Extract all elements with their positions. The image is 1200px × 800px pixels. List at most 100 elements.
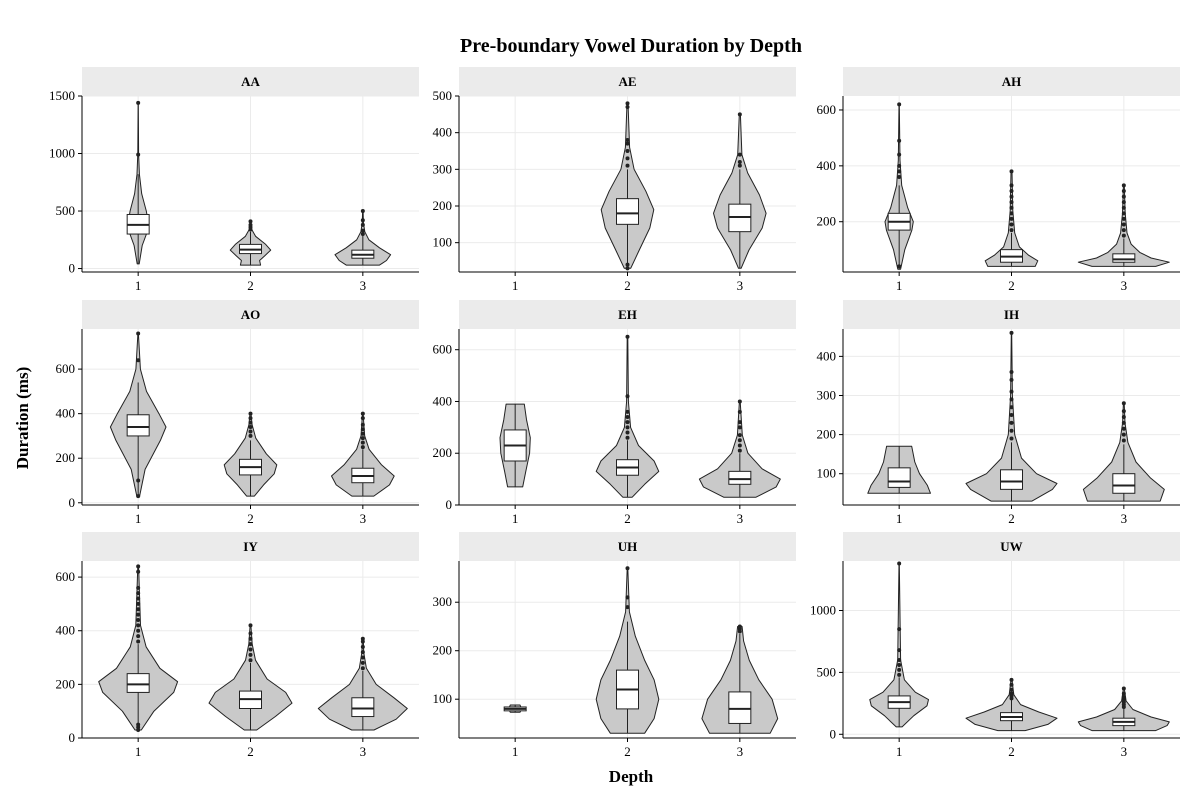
outlier-point [1121, 188, 1126, 193]
outlier-point [248, 647, 253, 652]
outlier-point [737, 399, 742, 404]
outlier-point [1121, 432, 1126, 437]
box-iqr [728, 691, 752, 724]
panel-iy: IY 0 200 400 600 1 2 3 [56, 532, 419, 759]
outlier-point [136, 639, 141, 644]
y-tick-label: 300 [433, 161, 453, 176]
facet-strip [82, 300, 419, 329]
panel-uh: UH 100 200 300 1 2 3 [433, 532, 796, 759]
outlier-point [625, 425, 630, 430]
x-tick-label: 3 [360, 511, 367, 526]
outlier-point [360, 228, 365, 233]
outlier-point [1009, 389, 1014, 394]
x-tick-label: 1 [135, 511, 142, 526]
outlier-point [897, 169, 902, 174]
y-tick-label: 200 [433, 643, 453, 658]
outlier-point [1009, 436, 1014, 441]
y-tick-label: 0 [69, 495, 76, 510]
outlier-point [897, 152, 902, 157]
facet-strip-label: IY [243, 539, 258, 554]
outlier-point [136, 569, 141, 574]
panel-ah: AH 200 400 600 1 2 3 [817, 67, 1180, 293]
outlier-point [360, 411, 365, 416]
x-tick-label: 1 [135, 278, 142, 293]
outlier-point [897, 672, 902, 677]
outlier-point [737, 420, 742, 425]
outlier-point [737, 448, 742, 453]
y-tick-label: 200 [433, 198, 453, 213]
outlier-point [136, 722, 141, 727]
outlier-point [1009, 330, 1014, 335]
outlier-point [248, 420, 253, 425]
outlier-point [360, 431, 365, 436]
x-tick-label: 2 [1008, 511, 1015, 526]
outlier-point [136, 607, 141, 612]
y-tick-label: 1000 [49, 146, 75, 161]
outlier-point [360, 416, 365, 421]
chart-title: Pre-boundary Vowel Duration by Depth [460, 35, 802, 57]
x-tick-label: 1 [512, 744, 519, 759]
outlier-point [625, 420, 630, 425]
outlier-point [1121, 695, 1126, 700]
box-iqr [887, 467, 911, 488]
outlier-point [1009, 420, 1014, 425]
outlier-point [136, 618, 141, 622]
outlier-point [1121, 211, 1126, 216]
box-iqr [1000, 469, 1023, 490]
box-iqr [351, 697, 375, 718]
outlier-point [136, 152, 141, 157]
outlier-point [1009, 677, 1014, 682]
y-tick-label: 200 [433, 445, 453, 460]
y-tick-label: 1000 [810, 603, 836, 618]
facet-strip-label: AA [241, 74, 260, 89]
outlier-point [625, 430, 630, 435]
outlier-point [360, 660, 365, 665]
outlier-point [248, 652, 253, 657]
x-tick-label: 3 [737, 278, 744, 293]
outlier-point [625, 101, 630, 106]
outlier-point [1121, 183, 1126, 188]
outlier-point [625, 605, 630, 610]
x-tick-label: 1 [135, 744, 142, 759]
outlier-point [737, 409, 742, 414]
x-tick-label: 1 [896, 744, 903, 759]
outlier-point [360, 222, 365, 227]
box-iqr [728, 470, 752, 485]
outlier-point [625, 334, 630, 339]
outlier-point [897, 175, 902, 180]
x-tick-label: 2 [247, 511, 254, 526]
outlier-point [360, 436, 365, 441]
outlier-point [1121, 205, 1126, 210]
outlier-point [1121, 686, 1126, 691]
x-tick-label: 3 [1121, 278, 1128, 293]
x-tick-label: 2 [247, 744, 254, 759]
outlier-point [625, 595, 630, 600]
y-tick-label: 400 [56, 623, 76, 638]
outlier-point [136, 100, 141, 105]
outlier-point [1009, 370, 1014, 375]
outlier-point [625, 141, 630, 146]
box-iqr [1112, 253, 1136, 263]
y-tick-label: 600 [56, 569, 76, 584]
outlier-point [737, 438, 742, 443]
y-tick-label: 600 [433, 342, 453, 357]
outlier-point [360, 650, 365, 655]
outlier-point [1009, 377, 1014, 382]
outlier-point [136, 478, 141, 483]
outlier-point [1009, 188, 1014, 193]
outlier-point [136, 591, 141, 596]
outlier-point [625, 409, 630, 414]
y-tick-label: 600 [817, 102, 837, 117]
panel-ao: AO 0 200 400 600 1 2 3 [56, 300, 419, 526]
outlier-point [360, 655, 365, 660]
y-tick-label: 500 [56, 203, 76, 218]
x-tick-label: 2 [624, 511, 631, 526]
outlier-point [625, 163, 630, 168]
outlier-point [248, 429, 253, 434]
outlier-point [625, 138, 630, 142]
y-tick-label: 100 [433, 235, 453, 250]
y-tick-label: 400 [56, 406, 76, 421]
outlier-point [360, 666, 365, 671]
outlier-point [360, 232, 365, 237]
